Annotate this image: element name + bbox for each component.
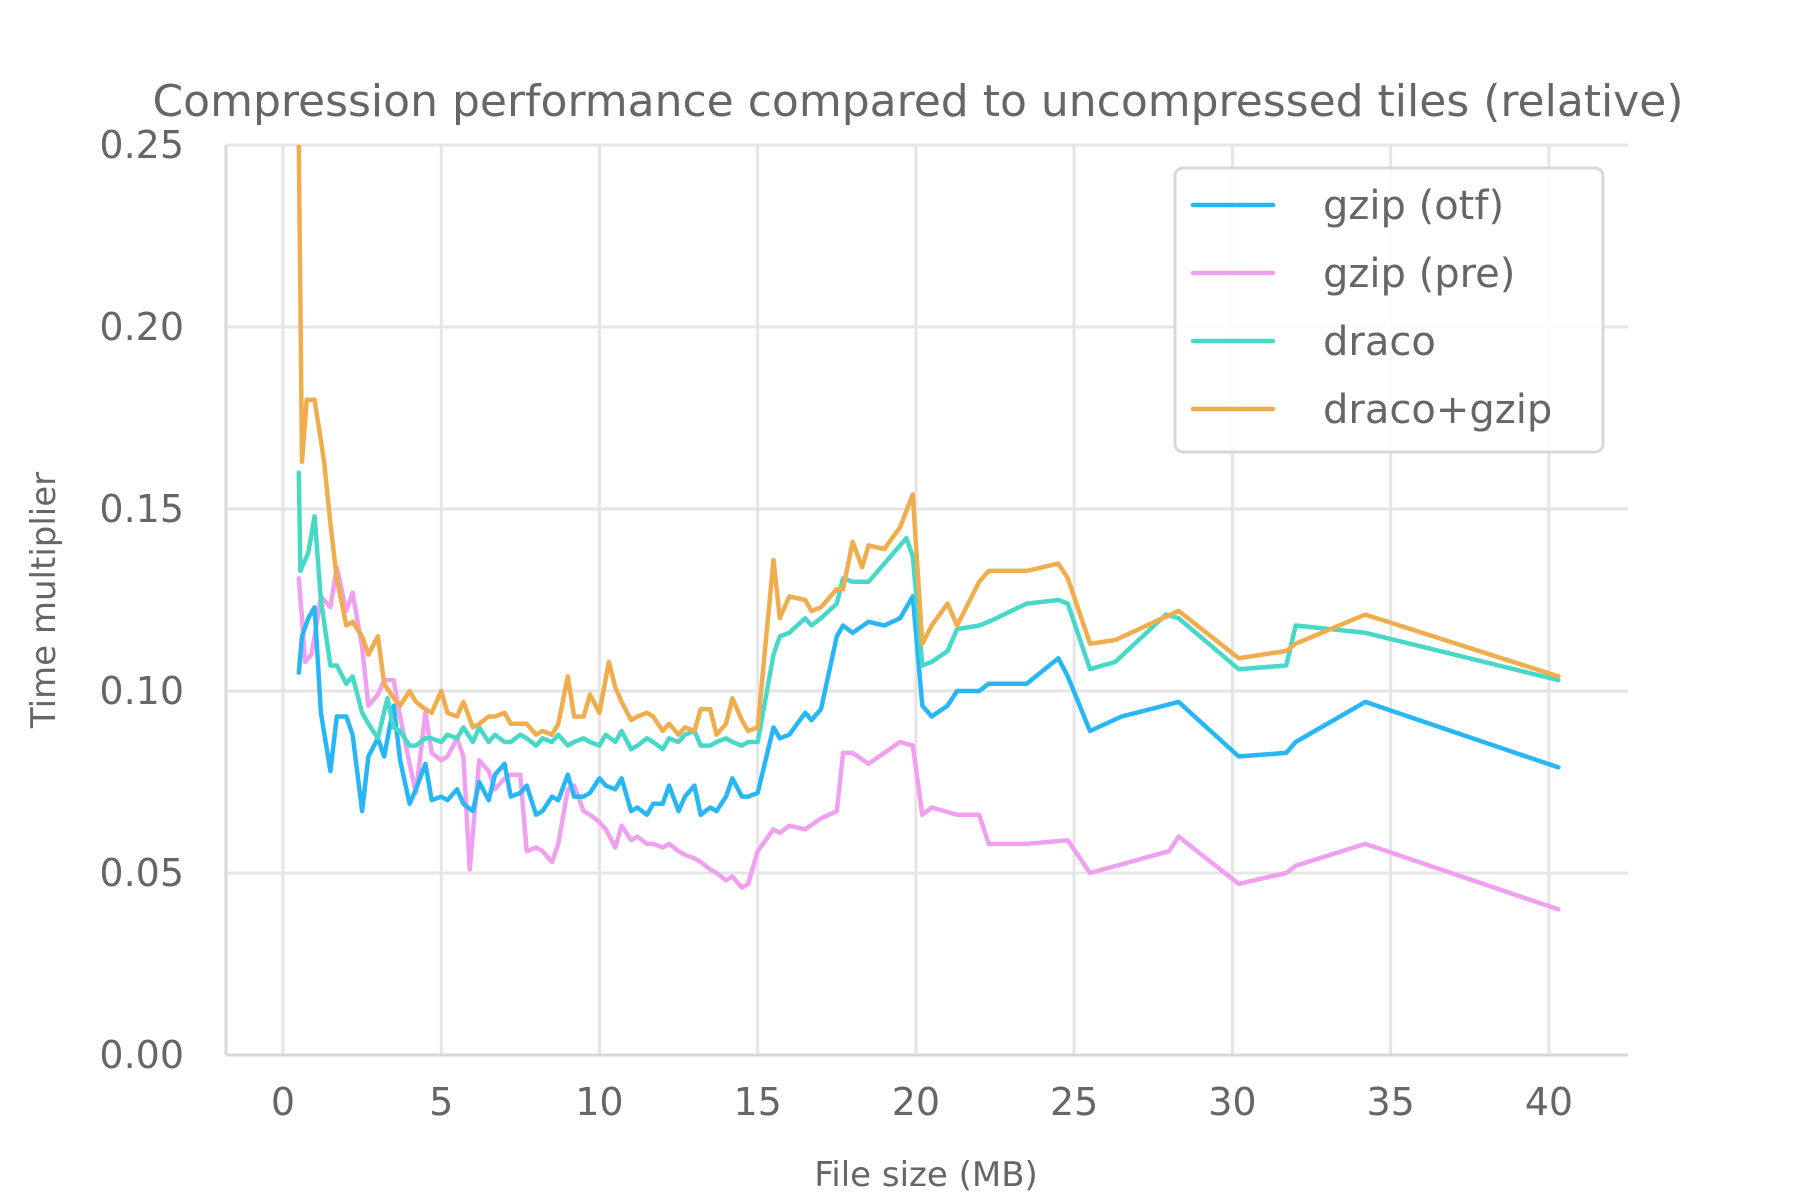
y-tick-label: 0.25: [99, 123, 184, 167]
x-axis-label: File size (MB): [814, 1155, 1038, 1195]
y-axis-label: Time multiplier: [24, 472, 64, 729]
y-tick-label: 0.15: [99, 487, 184, 531]
legend-label-draco: draco: [1323, 319, 1436, 365]
y-tick-label: 0.10: [99, 669, 184, 713]
chart-title: Compression performance compared to unco…: [152, 76, 1683, 127]
x-tick-label: 40: [1525, 1080, 1573, 1124]
x-tick-label: 10: [575, 1080, 623, 1124]
x-tick-label: 0: [271, 1080, 295, 1124]
y-tick-label: 0.05: [99, 851, 184, 895]
legend-label-gzip-pre: gzip (pre): [1323, 251, 1515, 297]
axes: [224, 145, 1628, 1057]
legend-label-draco-gzip: draco+gzip: [1323, 387, 1552, 433]
series-line-draco: [296, 470, 1561, 752]
x-tick-labels: 0 5 10 15 20 25 30 35 40: [271, 1080, 1573, 1124]
x-tick-label: 25: [1050, 1080, 1098, 1124]
x-tick-label: 5: [429, 1080, 453, 1124]
series-layer: [296, 145, 1561, 912]
legend-box: [1173, 166, 1605, 454]
series-line-gzip-pre: [296, 564, 1561, 912]
y-tick-label: 0.20: [99, 305, 184, 349]
legend-label-gzip-otf: gzip (otf): [1323, 183, 1504, 229]
legend: gzip (otf) gzip (pre) draco draco+gzip: [1173, 166, 1605, 454]
y-tick-label: 0.00: [99, 1033, 184, 1077]
x-tick-label: 15: [734, 1080, 782, 1124]
x-tick-label: 35: [1366, 1080, 1414, 1124]
y-tick-labels: 0.00 0.05 0.10 0.15 0.20 0.25: [99, 123, 184, 1077]
x-tick-label: 30: [1208, 1080, 1256, 1124]
series-line-gzip-otf: [296, 594, 1561, 818]
x-tick-label: 20: [892, 1080, 940, 1124]
series-line-draco-gzip: [296, 145, 1561, 737]
